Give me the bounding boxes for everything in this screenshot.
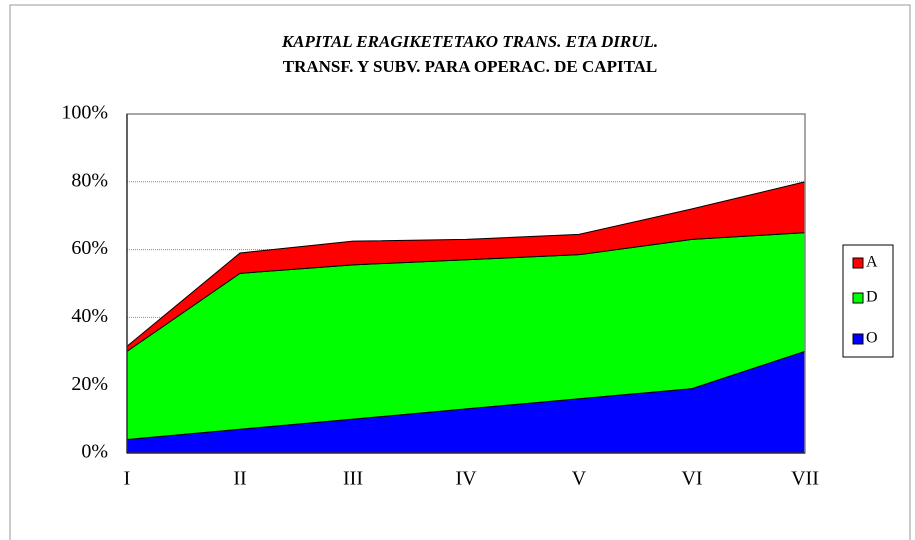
x-tick-label: V [572,468,587,490]
legend-swatch [852,292,864,304]
legend-label: A [866,254,878,271]
y-tick-label: 20% [71,373,108,395]
chart-subtitle: TRANSF. Y SUBV. PARA OPERAC. DE CAPITAL [283,57,658,76]
y-tick-label: 100% [61,102,108,124]
y-tick-label: 80% [71,169,108,191]
x-tick-label: II [233,468,246,490]
y-tick-label: 40% [71,305,108,327]
x-tick-label: III [343,468,363,490]
legend-swatch [852,333,864,345]
chart-title: KAPITAL ERAGIKETETAKO TRANS. ETA DIRUL. [281,32,658,51]
legend [842,244,894,358]
y-tick-label: 0% [81,441,108,463]
legend-label: O [866,330,878,347]
y-tick-label: 60% [71,237,108,259]
x-tick-label: IV [455,468,477,490]
x-tick-label: VII [791,468,819,490]
x-tick-label: I [124,468,131,490]
x-tick-label: VI [681,468,702,490]
legend-swatch [852,257,864,269]
legend-label: D [866,289,878,306]
